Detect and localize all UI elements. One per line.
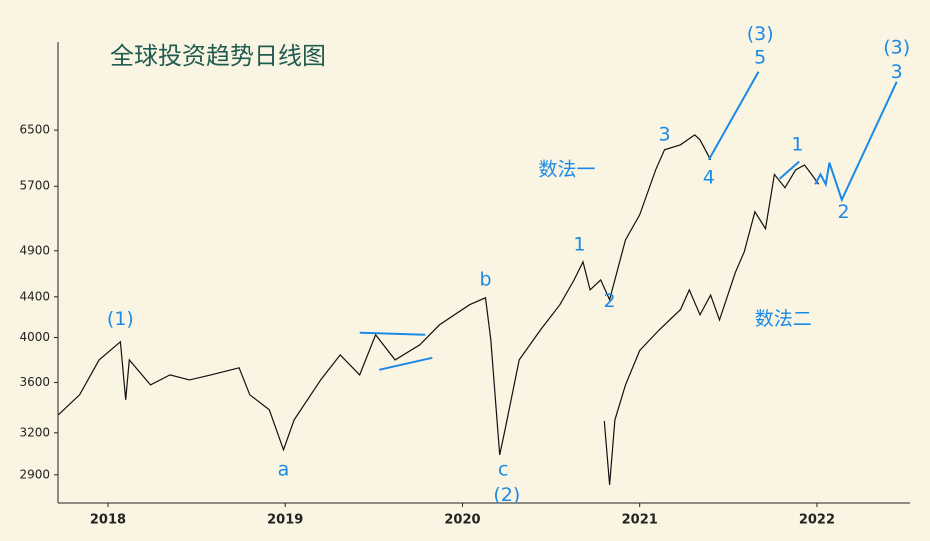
x-tick-label: 2020: [444, 513, 480, 528]
wave-label: (2): [493, 484, 520, 506]
y-tick-label: 4400: [19, 289, 50, 303]
wave-label: 1: [791, 133, 803, 155]
y-tick-label: 6500: [19, 123, 50, 137]
y-tick-label: 4000: [19, 330, 50, 344]
wave-label: c: [498, 458, 508, 480]
wave-label: 5: [754, 46, 766, 68]
wave-label: (3): [747, 23, 774, 45]
x-tick-label: 2019: [267, 513, 303, 528]
wave-label: (3): [883, 36, 910, 58]
wave-label: 1: [573, 233, 585, 255]
wave-label: 2: [837, 201, 849, 223]
wave-label: 数法一: [539, 158, 596, 180]
chart-title: 全球投资趋势日线图: [110, 42, 326, 70]
wave-label: a: [278, 458, 290, 480]
y-tick-label: 5700: [19, 179, 50, 193]
wave-label: (1): [107, 308, 134, 330]
wave-label: 数法二: [755, 308, 812, 330]
x-tick-label: 2022: [799, 513, 835, 528]
wave-label: 3: [891, 61, 903, 83]
wave-line: [378, 356, 433, 371]
wave-label: 2: [604, 290, 616, 312]
price-line: [603, 164, 820, 485]
wave-line: [359, 331, 426, 336]
wave-line: [779, 160, 800, 180]
x-tick-label: 2021: [622, 513, 658, 528]
y-tick-label: 3600: [19, 375, 50, 389]
wave-label: 4: [703, 166, 715, 188]
wave-label: b: [479, 268, 491, 290]
y-tick-label: 2900: [19, 467, 50, 481]
y-tick-label: 3200: [19, 425, 50, 439]
x-tick-label: 2018: [90, 513, 126, 528]
wave-line: [814, 81, 898, 203]
wave-label: 3: [658, 123, 670, 145]
price-line: [57, 134, 712, 456]
y-tick-label: 4900: [19, 243, 50, 257]
wave-line: [707, 71, 760, 161]
